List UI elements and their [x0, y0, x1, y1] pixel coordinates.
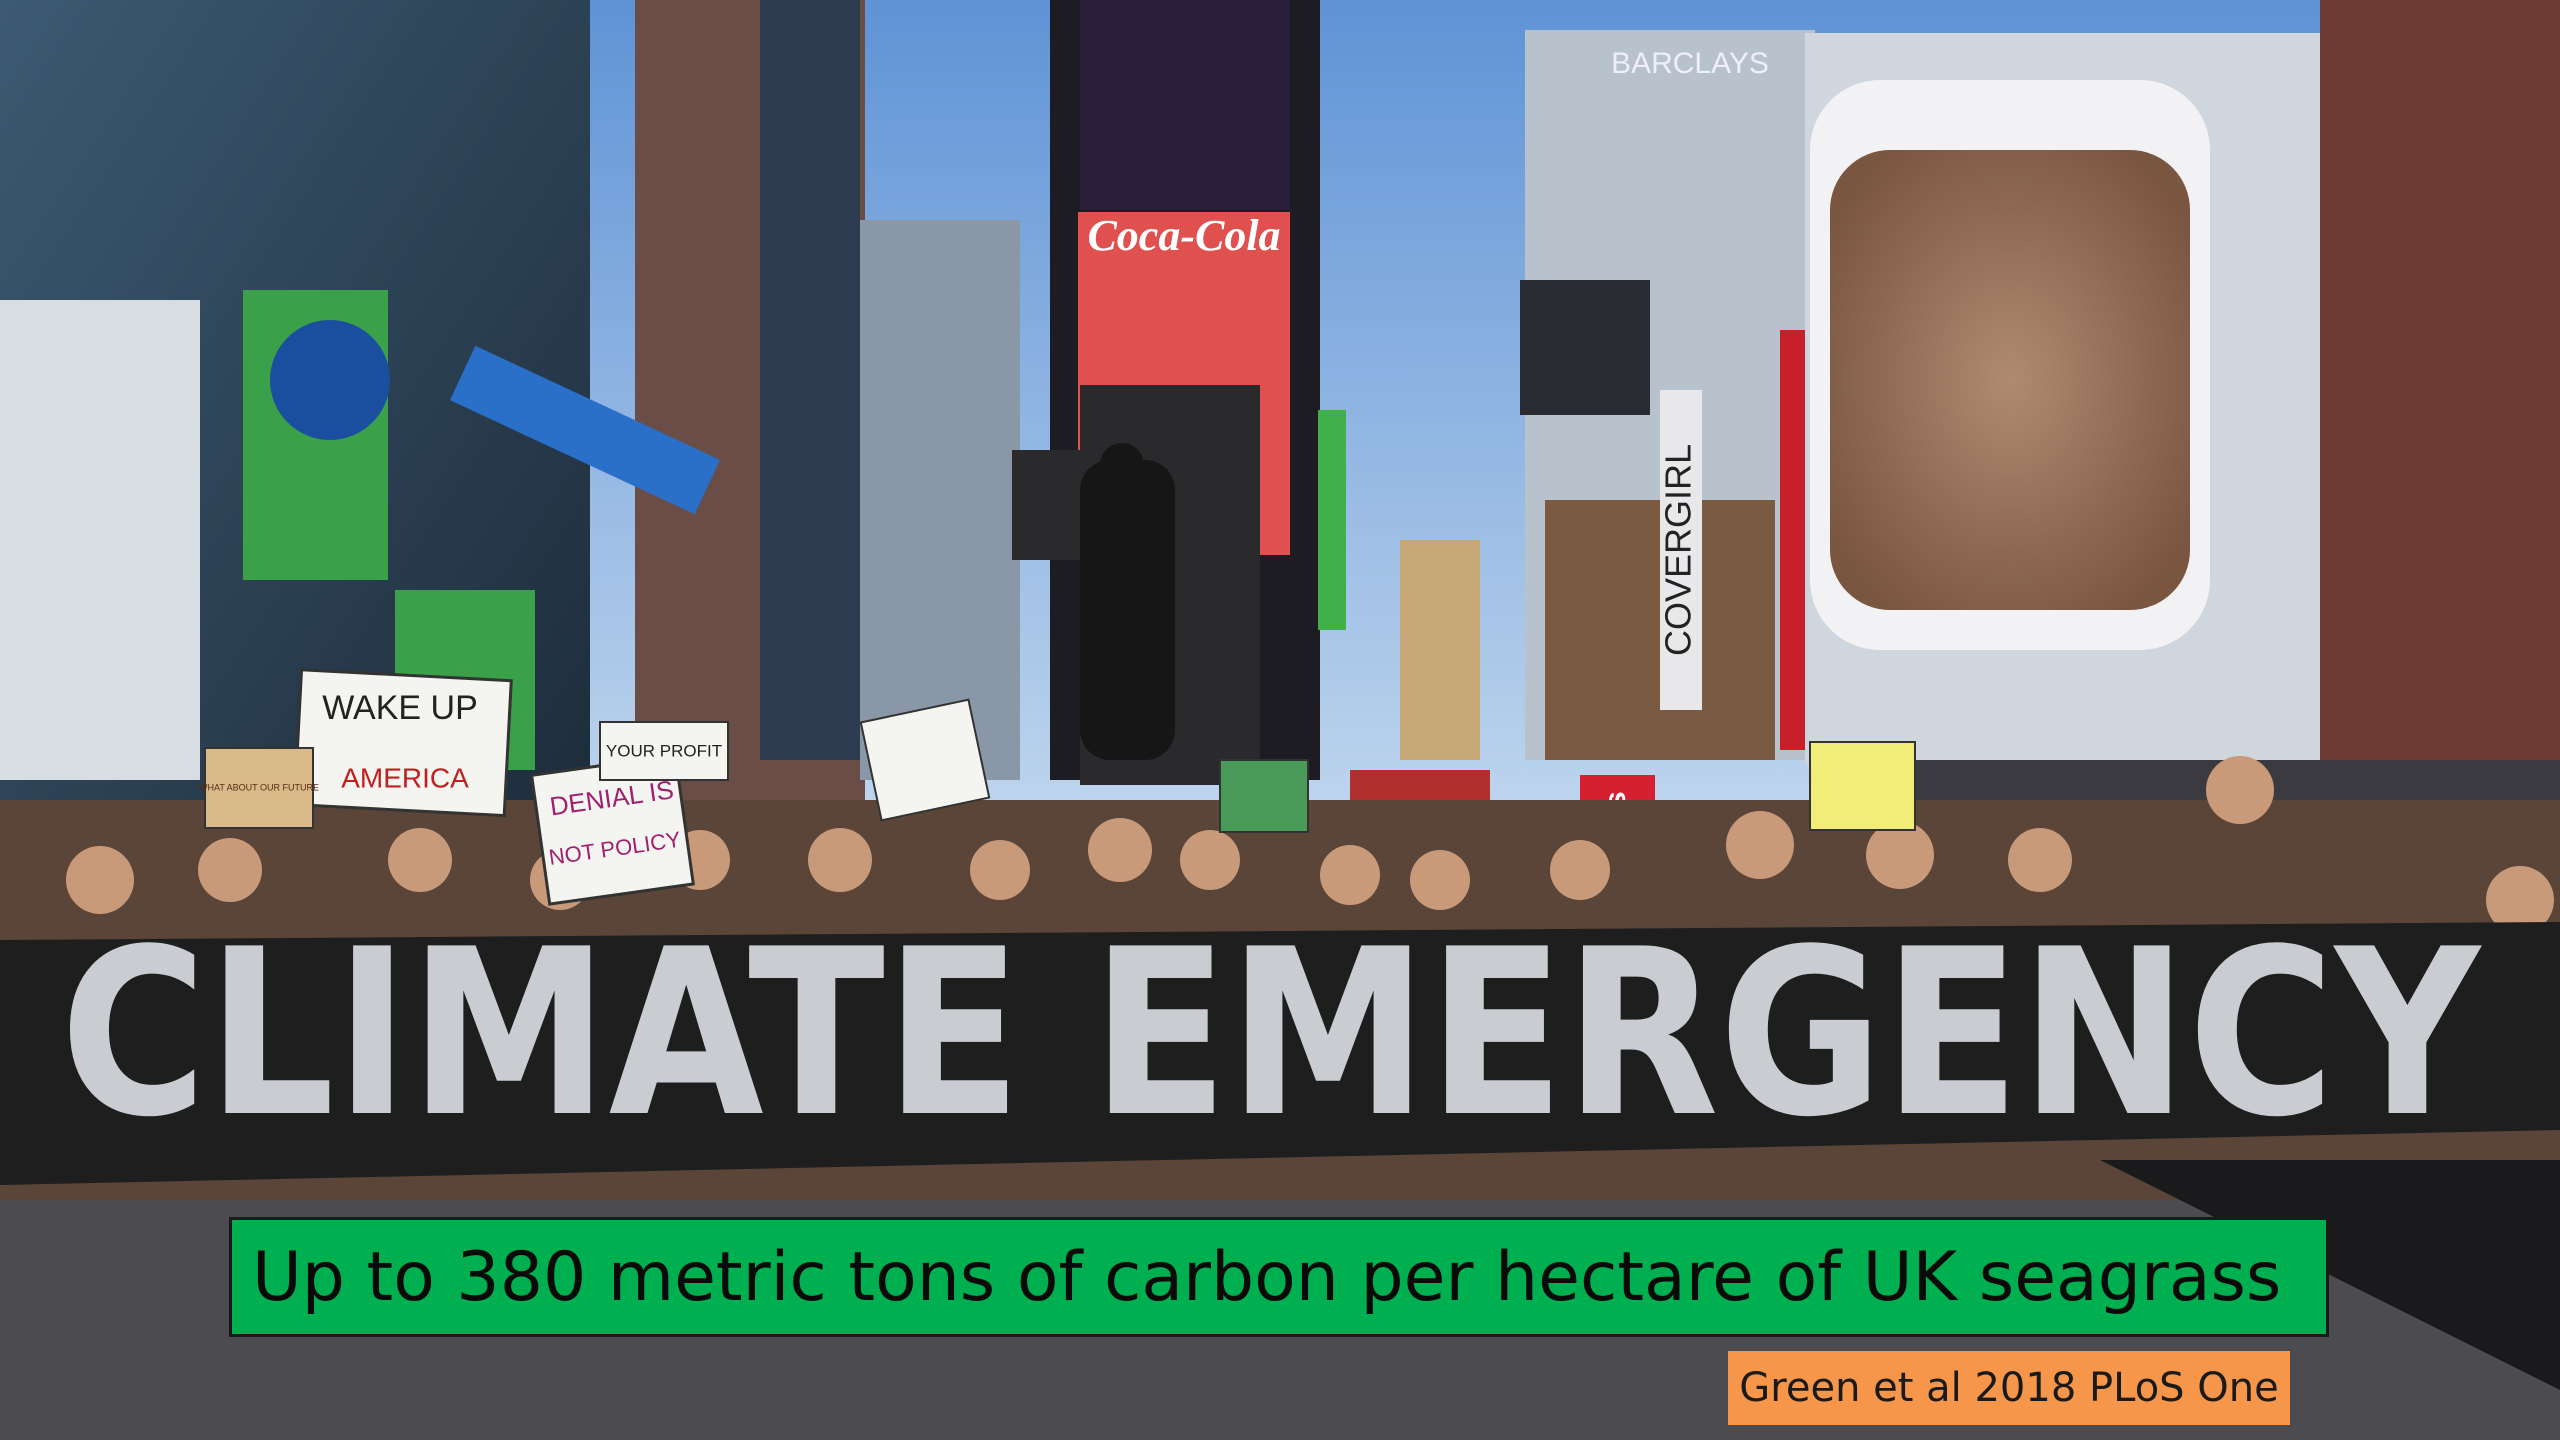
billboard-text: COVERGIRL	[1658, 444, 1699, 656]
scaffolding	[2320, 0, 2560, 830]
sign-text: WHAT ABOUT OUR FUTURE	[199, 782, 319, 792]
billboard-figure	[270, 320, 390, 440]
building	[1400, 540, 1480, 760]
statue	[1100, 443, 1144, 487]
protest-sign	[204, 747, 314, 829]
source: Green et al 2018 PLoS One	[1728, 1351, 2290, 1425]
sign-text: AMERICA	[341, 762, 469, 793]
sign-text: YOUR PROFIT	[606, 741, 722, 760]
billboard	[1520, 280, 1650, 415]
sign-text: WAKE UP	[322, 689, 478, 727]
building	[760, 0, 860, 760]
billboard	[1660, 390, 1702, 710]
protest-sign	[1219, 759, 1309, 833]
building	[860, 220, 1020, 780]
protest-sign	[599, 721, 729, 781]
billboard	[449, 345, 721, 515]
protest-sign	[292, 668, 513, 818]
billboard	[0, 300, 200, 780]
billboard-text: BARCLAYS	[1611, 47, 1769, 80]
protest-sign	[1809, 741, 1916, 831]
caption: Up to 380 metric tons of carbon per hect…	[229, 1217, 2329, 1337]
billboard	[1318, 410, 1346, 630]
billboard-text: Coca-Cola	[1087, 211, 1280, 260]
banner-text: CLIMATE EMERGENCY	[60, 901, 2482, 1168]
coffee	[1830, 150, 2190, 610]
statue	[1080, 460, 1175, 760]
protest-sign	[859, 698, 991, 822]
screen	[1080, 0, 1290, 210]
banner	[0, 922, 2560, 1185]
